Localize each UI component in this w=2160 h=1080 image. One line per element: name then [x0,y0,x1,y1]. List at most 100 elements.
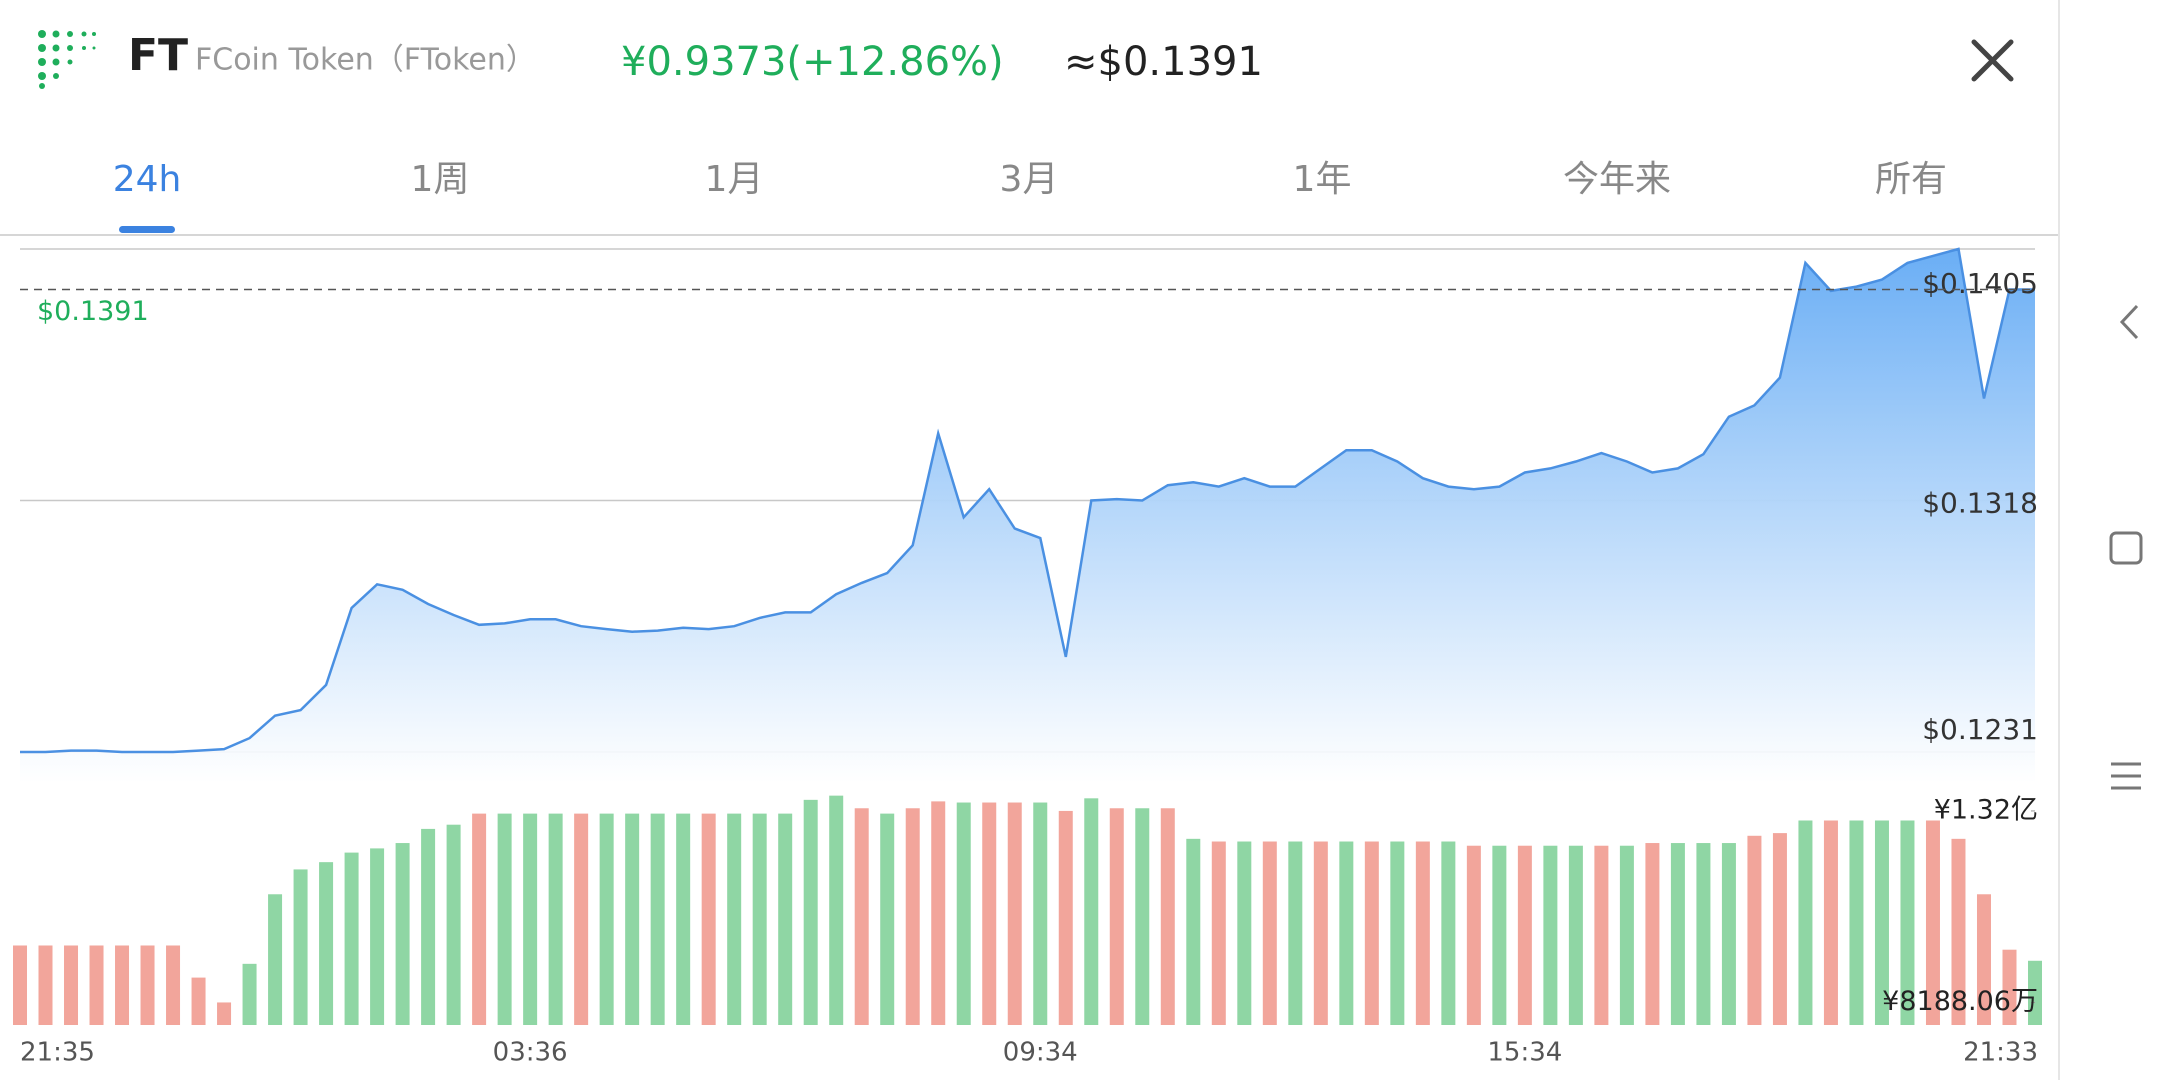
volume-bar [599,813,614,1025]
volume-tick-label: ¥8188.06万 [1882,986,2038,1017]
volume-bar [905,808,920,1025]
volume-bar [1517,845,1532,1025]
volume-bar [242,963,257,1025]
volume-bar [64,945,79,1025]
volume-bar [1925,820,1940,1025]
volume-bar [1543,845,1558,1025]
y-tick-label: $0.1231 [1922,713,2038,746]
volume-bar [1466,845,1481,1025]
x-tick-label: 21:35 [20,1038,95,1068]
volume-bar [395,843,410,1025]
volume-bar [1721,843,1736,1025]
price-cny: ¥0.9373(+12.86%) [621,39,1004,85]
volume-bar [523,813,538,1025]
volume-bar [191,977,206,1025]
volume-bar [446,824,461,1025]
volume-bar [574,813,589,1025]
tab[interactable]: 24h [113,159,182,200]
volume-bar [1772,833,1787,1025]
volume-bar [676,813,691,1025]
volume-bar [778,813,793,1025]
volume-bar [1670,843,1685,1025]
volume-bar [115,945,130,1025]
volume-bar [727,813,742,1025]
volume-bar [1645,843,1660,1025]
volume-bar [1823,820,1838,1025]
y-tick-label: $0.1405 [1922,267,2038,300]
volume-bar [1033,802,1048,1025]
volume-bar [319,862,334,1025]
volume-bar [1135,808,1150,1025]
volume-bar [1415,841,1430,1025]
x-tick-label: 21:33 [1963,1038,2038,1068]
volume-bar [1619,845,1634,1025]
x-tick-label: 03:36 [493,1038,568,1068]
volume-bar [752,813,767,1025]
y-tick-label: $0.1318 [1922,487,2038,520]
current-price-label: $0.1391 [37,296,149,327]
price-usd: ≈$0.1391 [1064,39,1263,85]
tab[interactable]: 1周 [411,159,470,200]
volume-bar [1058,810,1073,1025]
price-line [20,247,2035,754]
tab[interactable]: 3月 [1000,159,1059,200]
side-nav [2058,0,2143,1080]
volume-bar [829,795,844,1025]
home-button[interactable] [2109,531,2143,565]
menu-button[interactable] [2111,762,2141,790]
volume-bar [1160,808,1175,1025]
volume-bar [1237,841,1252,1025]
volume-bar [650,813,665,1025]
volume-bar [803,799,818,1025]
tab[interactable]: 今年来 [1563,159,1671,200]
volume-bar [293,869,308,1025]
volume-bar [1186,838,1201,1025]
volume-bar [1976,894,1991,1025]
volume-bar [1007,802,1022,1025]
back-button[interactable] [2119,304,2139,340]
tab[interactable]: 所有 [1875,159,1947,200]
volume-bar [1313,841,1328,1025]
volume-bar [1900,820,1915,1025]
volume-bar [370,848,385,1025]
volume-bar [268,894,283,1025]
logo [38,30,96,89]
volume-bar [854,808,869,1025]
token-name: FCoin Token（FToken） [195,43,536,78]
volume-bar [497,813,512,1025]
volume-bar [1696,843,1711,1025]
volume-bar [1339,841,1354,1025]
volume-bar [13,945,27,1025]
volume-bar [1211,841,1226,1025]
x-tick-label: 15:34 [1487,1038,1562,1068]
volume-bar [1492,845,1507,1025]
volume-bar [1390,841,1405,1025]
volume-bar [2028,960,2042,1025]
volume-bar [166,945,181,1025]
close-button[interactable] [1971,39,2014,82]
volume-bar [140,945,155,1025]
volume-bar [1364,841,1379,1025]
volume-bar [548,813,563,1025]
volume-bar [421,828,436,1025]
volume-bar [1568,845,1583,1025]
volume-bar [1849,820,1864,1025]
volume-bar [217,1002,232,1025]
volume-bar [880,813,895,1025]
volume-bar [1288,841,1303,1025]
volume-bar [1874,820,1889,1025]
tab-indicator [119,226,175,233]
volume-bar [2002,949,2017,1025]
volume-bar [1084,798,1099,1025]
tab[interactable]: 1年 [1293,159,1352,200]
tab[interactable]: 1月 [705,159,764,200]
volume-bar [1441,841,1456,1025]
x-tick-label: 09:34 [1003,1038,1078,1068]
symbol: FT [128,30,188,81]
volume-bar [344,852,359,1025]
volume-bar [1109,808,1124,1025]
volume-bar [38,945,53,1025]
volume-bar [701,813,716,1025]
